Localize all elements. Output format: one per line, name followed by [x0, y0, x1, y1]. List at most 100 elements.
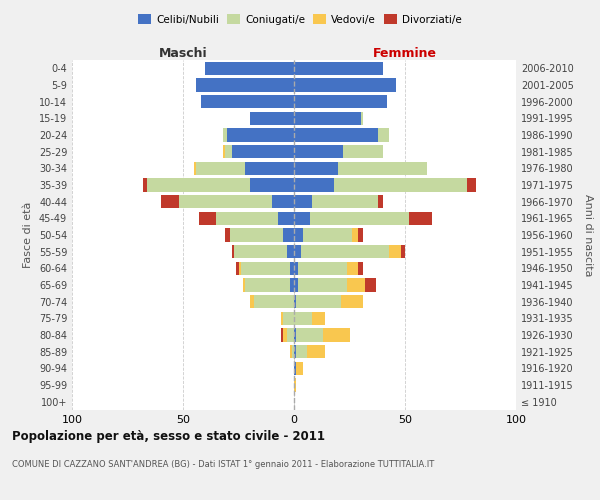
- Bar: [196, 162, 245, 175]
- Text: COMUNE DI CAZZANO SANT'ANDREA (BG) - Dati ISTAT 1° gennaio 2011 - Elaborazione T: COMUNE DI CAZZANO SANT'ANDREA (BG) - Dat…: [12, 460, 434, 469]
- Bar: [148, 178, 250, 192]
- Bar: [312, 195, 379, 208]
- Bar: [409, 212, 431, 225]
- Bar: [290, 345, 292, 358]
- Bar: [294, 212, 310, 225]
- Bar: [236, 262, 239, 275]
- Bar: [254, 295, 294, 308]
- Bar: [294, 362, 296, 375]
- Bar: [352, 228, 358, 241]
- Bar: [347, 262, 358, 275]
- Bar: [290, 262, 294, 275]
- Y-axis label: Anni di nascita: Anni di nascita: [583, 194, 593, 276]
- Bar: [179, 195, 272, 208]
- Bar: [241, 262, 290, 275]
- Bar: [250, 178, 294, 192]
- Bar: [294, 178, 334, 192]
- Bar: [294, 128, 379, 141]
- Bar: [296, 362, 303, 375]
- Bar: [292, 345, 294, 358]
- Bar: [301, 245, 389, 258]
- Bar: [361, 112, 363, 125]
- Bar: [287, 328, 294, 342]
- Bar: [294, 95, 387, 108]
- Bar: [379, 195, 383, 208]
- Bar: [298, 278, 347, 291]
- Bar: [245, 162, 294, 175]
- Bar: [347, 278, 365, 291]
- Text: Popolazione per età, sesso e stato civile - 2011: Popolazione per età, sesso e stato civil…: [12, 430, 325, 443]
- Bar: [296, 345, 307, 358]
- Bar: [216, 212, 278, 225]
- Text: Maschi: Maschi: [158, 47, 208, 60]
- Bar: [294, 62, 383, 75]
- Bar: [294, 328, 296, 342]
- Bar: [283, 312, 294, 325]
- Bar: [227, 128, 294, 141]
- Bar: [298, 262, 347, 275]
- Legend: Celibi/Nubili, Coniugati/e, Vedovi/e, Divorziati/e: Celibi/Nubili, Coniugati/e, Vedovi/e, Di…: [134, 10, 466, 29]
- Bar: [294, 162, 338, 175]
- Bar: [294, 345, 296, 358]
- Bar: [467, 178, 476, 192]
- Bar: [296, 295, 341, 308]
- Bar: [239, 262, 241, 275]
- Bar: [283, 328, 287, 342]
- Bar: [294, 145, 343, 158]
- Bar: [283, 228, 294, 241]
- Bar: [294, 262, 298, 275]
- Bar: [294, 295, 296, 308]
- Bar: [294, 228, 303, 241]
- Bar: [290, 278, 294, 291]
- Bar: [338, 162, 427, 175]
- Bar: [243, 278, 245, 291]
- Bar: [143, 178, 148, 192]
- Bar: [245, 278, 290, 291]
- Bar: [287, 245, 294, 258]
- Bar: [281, 328, 283, 342]
- Bar: [312, 312, 325, 325]
- Bar: [161, 195, 179, 208]
- Bar: [307, 345, 325, 358]
- Bar: [225, 145, 232, 158]
- Bar: [205, 62, 294, 75]
- Bar: [281, 312, 283, 325]
- Bar: [358, 262, 363, 275]
- Bar: [232, 245, 234, 258]
- Bar: [272, 195, 294, 208]
- Bar: [294, 278, 298, 291]
- Bar: [296, 328, 323, 342]
- Bar: [230, 228, 283, 241]
- Bar: [232, 145, 294, 158]
- Bar: [294, 312, 312, 325]
- Bar: [389, 245, 401, 258]
- Bar: [379, 128, 389, 141]
- Bar: [250, 112, 294, 125]
- Bar: [250, 295, 254, 308]
- Text: Femmine: Femmine: [373, 47, 437, 60]
- Bar: [199, 212, 217, 225]
- Bar: [294, 195, 312, 208]
- Bar: [294, 245, 301, 258]
- Bar: [303, 228, 352, 241]
- Bar: [343, 145, 383, 158]
- Bar: [310, 212, 409, 225]
- Bar: [323, 328, 349, 342]
- Bar: [294, 78, 396, 92]
- Bar: [401, 245, 405, 258]
- Bar: [294, 112, 361, 125]
- Bar: [225, 228, 230, 241]
- Bar: [201, 95, 294, 108]
- Bar: [196, 78, 294, 92]
- Bar: [223, 145, 225, 158]
- Bar: [278, 212, 294, 225]
- Bar: [341, 295, 363, 308]
- Y-axis label: Fasce di età: Fasce di età: [23, 202, 33, 268]
- Bar: [365, 278, 376, 291]
- Bar: [194, 162, 196, 175]
- Bar: [334, 178, 467, 192]
- Bar: [294, 378, 296, 392]
- Bar: [223, 128, 227, 141]
- Bar: [358, 228, 363, 241]
- Bar: [234, 245, 287, 258]
